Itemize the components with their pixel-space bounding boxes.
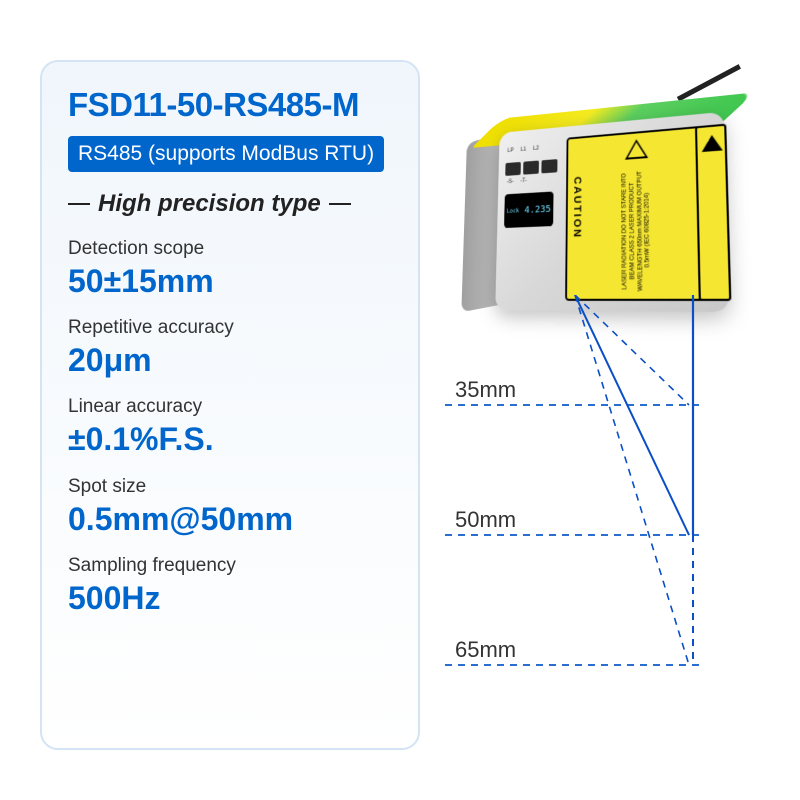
oled-display: Lock 4.235 xyxy=(504,191,553,228)
distance-label-mid: 50mm xyxy=(455,507,516,533)
spec-label: Spot size xyxy=(68,476,392,498)
type-row: High precision type xyxy=(68,190,392,218)
spec-value: 0.5mm@50mm xyxy=(68,502,392,537)
device-body: LP L1 L2 -S- -T- Lock 4.235 xyxy=(495,112,729,312)
spec-value: 50±15mm xyxy=(68,264,392,299)
device-button-1[interactable] xyxy=(505,162,521,176)
spec-label: Sampling frequency xyxy=(68,555,392,577)
laser-warning-label: CAUTION LASER RADIATION DO NOT STARE INT… xyxy=(565,125,716,301)
spec-label: Linear accuracy xyxy=(68,396,392,418)
lbl-l1: L1 xyxy=(520,147,526,153)
warning-lines: LASER RADIATION DO NOT STARE INTO BEAM C… xyxy=(622,169,654,292)
type-label: High precision type xyxy=(98,190,321,218)
dash-left xyxy=(68,203,90,205)
lock-label: Lock xyxy=(507,207,520,214)
lbl-s: -S- xyxy=(507,179,514,185)
spec-item: Spot size 0.5mm@50mm xyxy=(68,476,392,537)
device-button-2[interactable] xyxy=(523,161,539,175)
caution-text: CAUTION xyxy=(571,176,582,239)
spec-item: Linear accuracy ±0.1%F.S. xyxy=(68,396,392,457)
lbl-l2: L2 xyxy=(533,146,539,152)
specs-list: Detection scope 50±15mm Repetitive accurac… xyxy=(68,238,392,616)
device-illustration: LP L1 L2 -S- -T- Lock 4.235 xyxy=(445,80,765,760)
spec-value: 20μm xyxy=(68,343,392,378)
device-button-3[interactable] xyxy=(541,159,557,173)
lbl-lp: LP xyxy=(507,148,513,154)
spec-value: 500Hz xyxy=(68,581,392,616)
spec-item: Sampling frequency 500Hz xyxy=(68,555,392,616)
display-value: 4.235 xyxy=(524,204,551,216)
button-row xyxy=(505,159,561,176)
model-name: FSD11-50-RS485-M xyxy=(68,86,392,124)
spec-card: FSD11-50-RS485-M RS485 (supports ModBus … xyxy=(40,60,420,750)
lbl-t: -T- xyxy=(520,178,526,184)
spec-label: Detection scope xyxy=(68,238,392,260)
spec-item: Repetitive accuracy 20μm xyxy=(68,317,392,378)
dash-right xyxy=(329,203,351,205)
distance-label-max: 65mm xyxy=(455,637,516,663)
protocol-badge: RS485 (supports ModBus RTU) xyxy=(68,136,384,172)
aperture-label xyxy=(695,124,731,301)
warning-triangle-icon xyxy=(625,138,648,159)
spec-label: Repetitive accuracy xyxy=(68,317,392,339)
spec-value: ±0.1%F.S. xyxy=(68,422,392,457)
top-labels: LP L1 L2 xyxy=(506,144,561,154)
btn-st-labels: -S- -T- xyxy=(505,176,561,185)
spec-item: Detection scope 50±15mm xyxy=(68,238,392,299)
distance-label-min: 35mm xyxy=(455,377,516,403)
device-front-face: LP L1 L2 -S- -T- Lock 4.235 xyxy=(495,112,729,312)
aperture-triangle-icon xyxy=(701,134,722,152)
control-panel: LP L1 L2 -S- -T- Lock 4.235 xyxy=(503,144,562,293)
